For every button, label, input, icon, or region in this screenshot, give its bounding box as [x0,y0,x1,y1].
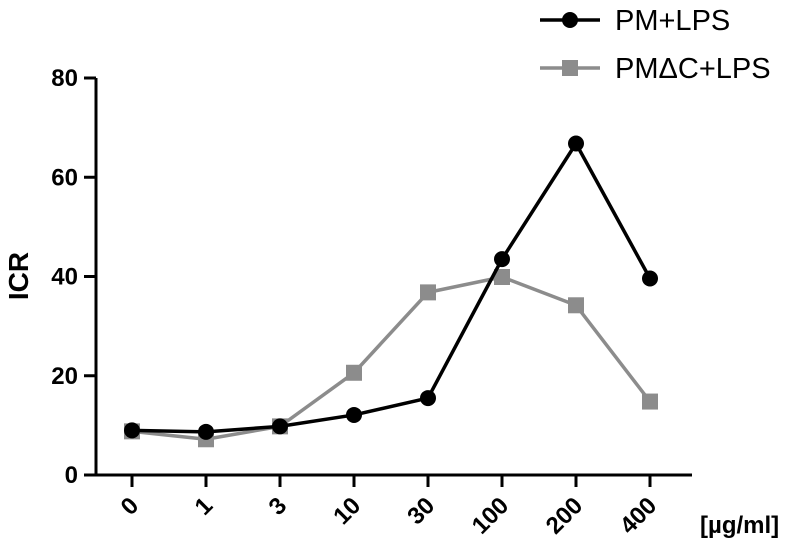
data-point-marker [494,251,510,268]
x-tick-label: 1 [190,492,219,521]
series-line [131,275,652,442]
data-point-marker [272,418,288,435]
data-point-marker [198,423,214,440]
y-tick-label: 40 [51,264,78,291]
series-layer [124,135,658,448]
data-point-marker [346,364,362,381]
y-axis-title: ICR [3,252,34,300]
data-point-marker [642,393,658,410]
x-axis-unit-label: [µg/ml] [700,512,779,539]
data-point-marker [420,390,436,407]
data-point-marker [124,422,140,439]
x-tick-label: 400 [615,492,662,539]
legend-item: PM+LPS [540,5,730,37]
data-point-marker [420,284,436,301]
x-tick-label: 100 [467,492,514,539]
series-pmdc-lps [124,268,658,448]
legend-label: PMΔC+LPS [615,53,771,85]
y-tick-label: 0 [65,462,78,489]
y-ticks: 0 20 40 60 80 [51,65,96,489]
y-tick-label: 60 [51,164,78,191]
x-tick-label: 0 [116,492,145,521]
x-tick-label: 200 [541,492,588,539]
x-tick-label: 10 [328,492,366,530]
legend-label: PM+LPS [615,5,730,37]
x-ticks: 0 1 3 10 30 100 200 400 [116,475,662,540]
data-point-marker [346,406,362,423]
x-tick-label: 30 [402,492,440,530]
data-point-marker [494,268,510,285]
legend-marker [562,60,578,76]
series-line [131,141,652,434]
legend: PM+LPS PMΔC+LPS [540,5,771,85]
legend-item: PMΔC+LPS [540,53,771,85]
data-point-marker [642,270,658,287]
data-point-marker [568,297,584,314]
y-tick-label: 80 [51,65,78,92]
data-point-marker [568,135,584,152]
y-tick-label: 20 [51,363,78,390]
axes [94,78,692,477]
x-tick-label: 3 [264,492,293,521]
series-pm-lps [124,135,658,440]
legend-marker [562,12,578,28]
